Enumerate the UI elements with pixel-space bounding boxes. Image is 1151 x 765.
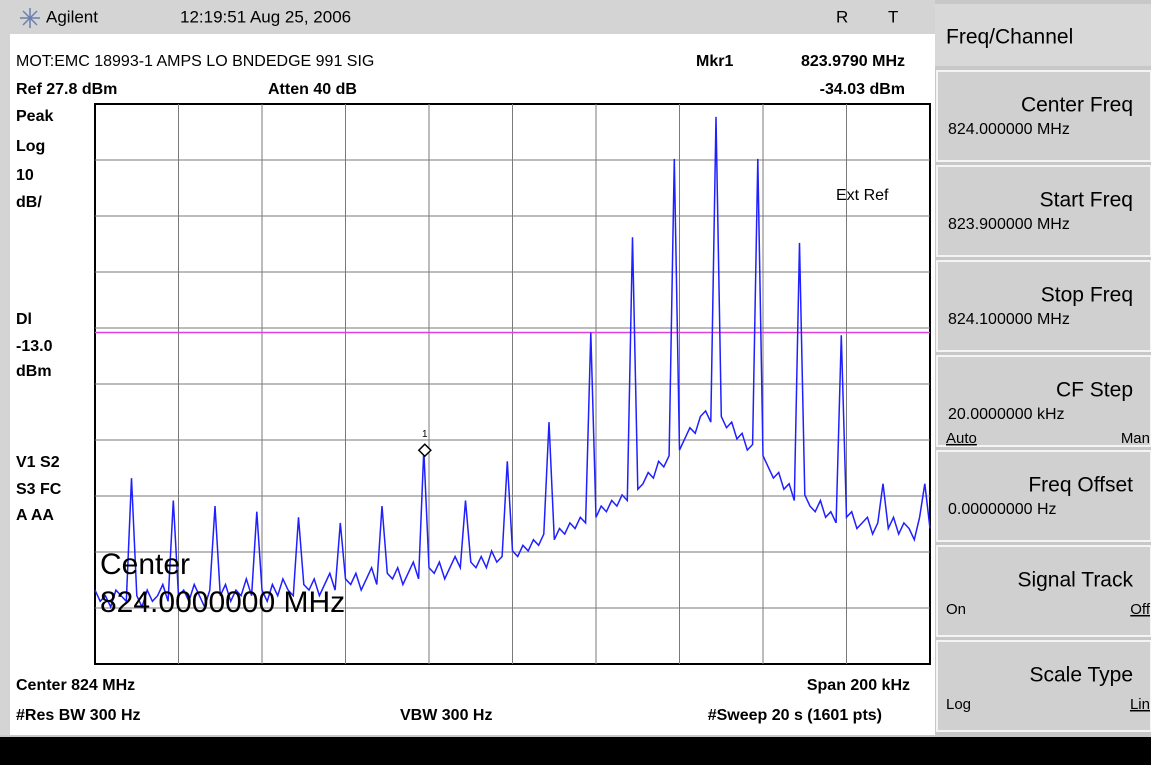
marker-freq: 823.9790 MHz <box>801 53 905 70</box>
side-label: 10 <box>16 167 34 184</box>
screen-title: MOT:EMC 18993-1 AMPS LO BNDEDGE 991 SIG <box>16 53 374 70</box>
datetime: 12:19:51 Aug 25, 2006 <box>180 7 351 26</box>
softkey-value: 0.00000000 Hz <box>948 501 1057 518</box>
trace <box>94 116 931 609</box>
center-overlay: Center <box>100 548 190 581</box>
softkey-option: Auto <box>946 430 977 447</box>
side-label: dBm <box>16 363 52 380</box>
side-label: V1 S2 <box>16 454 60 471</box>
marker-amplitude: -34.03 dBm <box>820 81 905 98</box>
softkey-value: 824.100000 MHz <box>948 311 1070 328</box>
softkey-label: Stop Freq <box>1041 284 1133 307</box>
softkey-face <box>936 165 1151 257</box>
softkey-face <box>936 640 1151 732</box>
logo <box>20 8 40 28</box>
attenuation: Atten 40 dB <box>268 81 357 98</box>
softkey-face <box>936 70 1151 162</box>
ext-ref: Ext Ref <box>836 187 889 204</box>
status-bar <box>0 737 1151 765</box>
softkey-option: Off <box>1130 601 1151 618</box>
brand: Agilent <box>46 7 98 26</box>
softkey-value: 824.000000 MHz <box>948 121 1070 138</box>
marker-label: Mkr1 <box>696 53 733 70</box>
marker-number: 1 <box>422 429 428 440</box>
side-label: Dl <box>16 311 32 328</box>
footer-label: #Res BW 300 Hz <box>16 707 141 724</box>
side-label: dB/ <box>16 194 42 211</box>
softkey[interactable]: Signal Track On Off <box>936 545 1151 637</box>
side-label: Peak <box>16 108 53 125</box>
softkey-title: Freq/Channel <box>946 26 1073 49</box>
softkey[interactable]: Freq Offset 0.00000000 Hz <box>936 450 1151 542</box>
softkey-label: Signal Track <box>1017 569 1133 592</box>
softkey-option: Log <box>946 696 971 713</box>
side-label: S3 FC <box>16 481 62 498</box>
footer-label: Center 824 MHz <box>16 677 135 694</box>
softkey-label: Scale Type <box>1029 664 1133 687</box>
softkey[interactable]: Scale Type Log Lin <box>936 640 1151 732</box>
softkey-option: On <box>946 601 966 618</box>
footer-label: Span 200 kHz <box>807 677 910 694</box>
side-label: -13.0 <box>16 338 53 355</box>
softkey[interactable]: CF Step 20.0000000 kHz Auto Man <box>936 355 1151 447</box>
softkey-label: CF Step <box>1056 379 1133 402</box>
footer-label: #Sweep 20 s (1601 pts) <box>708 707 882 724</box>
ref-level: Ref 27.8 dBm <box>16 81 117 98</box>
status-t: T <box>888 7 898 26</box>
softkey-option: Lin <box>1130 696 1150 713</box>
side-label: Log <box>16 138 45 155</box>
softkey-face <box>936 260 1151 352</box>
marker <box>417 443 432 458</box>
footer-label: VBW 300 Hz <box>400 707 492 724</box>
softkey[interactable]: Start Freq 823.900000 MHz <box>936 165 1151 257</box>
softkey[interactable]: Stop Freq 824.100000 MHz <box>936 260 1151 352</box>
softkey-label: Freq Offset <box>1028 474 1133 497</box>
softkey-label: Start Freq <box>1040 189 1133 212</box>
softkey-face <box>936 355 1151 447</box>
center-overlay: 824.0000000 MHz <box>100 586 345 619</box>
softkey-value: 20.0000000 kHz <box>948 406 1065 423</box>
softkey-option: Man <box>1121 430 1150 447</box>
softkey-face <box>936 545 1151 637</box>
softkey-label: Center Freq <box>1021 94 1133 117</box>
softkey-value: 823.900000 MHz <box>948 216 1070 233</box>
softkey[interactable]: Center Freq 824.000000 MHz <box>936 70 1151 162</box>
side-label: A AA <box>16 507 54 524</box>
status-r: R <box>836 7 848 26</box>
softkey-face <box>936 450 1151 542</box>
softkey-header <box>935 4 1151 66</box>
